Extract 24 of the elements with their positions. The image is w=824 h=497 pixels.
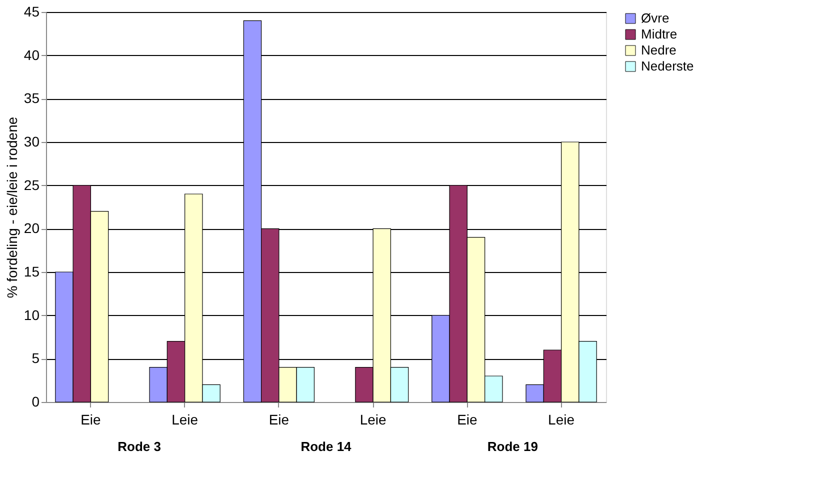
text: Rode 3: [118, 439, 162, 454]
text: Rode 19: [487, 439, 538, 454]
y-tick-label: 0: [32, 394, 40, 410]
text: Rode 14: [300, 439, 352, 454]
legend-label: Nedre: [641, 42, 676, 58]
y-axis-title: % fordeling - eie/leie i rodene: [4, 116, 20, 298]
y-tick-label: 30: [24, 134, 40, 150]
legend-label: Midtre: [641, 26, 678, 42]
y-tick-label: 35: [24, 90, 40, 106]
x-tick-label: Leie: [360, 412, 387, 428]
legend-label: Nederste: [641, 58, 694, 74]
x-tick-label: Leie: [548, 412, 575, 428]
y-tick-label: 40: [24, 46, 40, 63]
x-tick-label: Leie: [172, 412, 198, 428]
y-tick-label: 15: [24, 264, 40, 280]
y-tick-label: 45: [24, 4, 40, 20]
x-tick-label: Eie: [457, 412, 478, 428]
y-tick-label: 25: [24, 176, 40, 193]
y-tick-label: 10: [24, 306, 40, 323]
legend-label: Øvre: [641, 10, 670, 26]
y-tick-label: 20: [24, 220, 40, 236]
x-tick-label: Eie: [268, 412, 290, 428]
y-tick-label: 5: [32, 350, 40, 366]
x-tick-label: Eie: [80, 412, 102, 428]
